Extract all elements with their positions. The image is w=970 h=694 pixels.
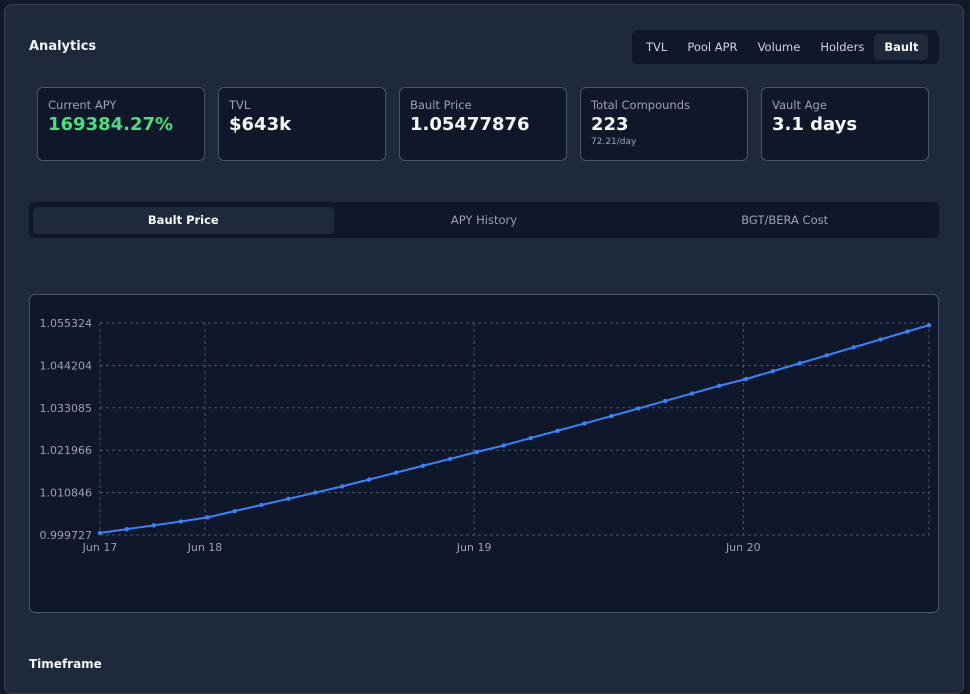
y-tick-label: 0.999727 [40, 529, 93, 542]
stat-label: Current APY [48, 98, 117, 112]
point [366, 477, 372, 482]
stat-value: 223 [591, 114, 629, 135]
chart-tab[interactable]: BGT/BERA Cost [741, 212, 829, 227]
stat-value: 1.05477876 [410, 114, 530, 135]
point [340, 484, 345, 489]
point [851, 345, 856, 350]
stat-label: TVL [229, 98, 251, 112]
stat-value: $643k [229, 114, 292, 135]
point [474, 449, 480, 455]
point [663, 398, 668, 404]
x-tick-label: Jun 19 [456, 541, 492, 554]
tab[interactable]: TVL [646, 40, 668, 54]
point [716, 383, 722, 389]
point [124, 526, 130, 532]
tab[interactable]: Bault [874, 34, 929, 60]
point [178, 519, 183, 524]
y-tick-label: 1.021966 [40, 444, 93, 457]
chart-tab[interactable]: Bault Price [33, 206, 334, 234]
y-tick-label: 1.033085 [40, 402, 93, 415]
stat-card: Bault Price 1.05477876 [399, 87, 567, 161]
point [313, 490, 318, 495]
point [501, 443, 506, 448]
stat-value: 169384.27% [48, 114, 174, 135]
point [420, 463, 426, 468]
chart-tabs: Bault Price APY History BGT/BERA Cost [29, 202, 939, 238]
stat-value: 3.1 days [772, 114, 858, 135]
point [555, 428, 560, 433]
point [232, 508, 237, 514]
point [770, 368, 776, 374]
stat-card: Current APY 169384.27% [37, 87, 205, 161]
stat-card: Total Compounds 223 72.21/day [580, 87, 748, 161]
y-tick-label: 1.055324 [40, 317, 93, 330]
tab-bar: TVL Pool APR Volume Holders Bault [632, 30, 939, 64]
point [97, 530, 103, 536]
x-tick-label: Jun 20 [725, 541, 761, 554]
point [151, 523, 157, 528]
point [609, 413, 614, 419]
x-tick-label: Jun 17 [82, 541, 118, 554]
point [878, 337, 883, 342]
x-tick-label: Jun 18 [187, 541, 223, 554]
point [582, 421, 587, 426]
title: Analytics [29, 39, 97, 54]
point [447, 456, 453, 462]
chart-box [29, 294, 939, 613]
point [528, 435, 533, 441]
point [259, 502, 264, 508]
analytics-panel: Analytics TVL Pool APR Volume Holders Bault … [4, 4, 964, 694]
timeframe-title: Timeframe [29, 657, 102, 671]
point [905, 329, 910, 334]
price-line [99, 324, 930, 534]
stat-card: TVL $643k [218, 87, 386, 161]
point [689, 391, 695, 396]
point [205, 515, 210, 520]
page: Analytics TVL Pool APR Volume Holders Bault … [4, 4, 964, 694]
stat-label: Bault Price [410, 98, 472, 112]
stat-card: Vault Age 3.1 days [761, 87, 929, 161]
point [926, 322, 932, 328]
point [743, 376, 749, 382]
y-tick-label: 1.010846 [40, 487, 93, 500]
tab[interactable]: Pool APR [687, 40, 738, 54]
chart-tab[interactable]: APY History [450, 212, 518, 227]
point [824, 353, 829, 358]
point [393, 470, 399, 475]
tab[interactable]: Holders [820, 40, 865, 54]
stat-label: Vault Age [772, 98, 827, 112]
tab[interactable]: Volume [757, 40, 801, 54]
point [636, 406, 641, 411]
chart: 0.999727 1.010846 1.021966 1.033085 1.044204… [40, 317, 932, 554]
point [797, 361, 803, 366]
stat-sub: 72.21/day [591, 137, 637, 147]
y-tick-label: 1.044204 [40, 359, 93, 372]
point [286, 496, 291, 502]
stat-label: Total Compounds [591, 98, 690, 112]
